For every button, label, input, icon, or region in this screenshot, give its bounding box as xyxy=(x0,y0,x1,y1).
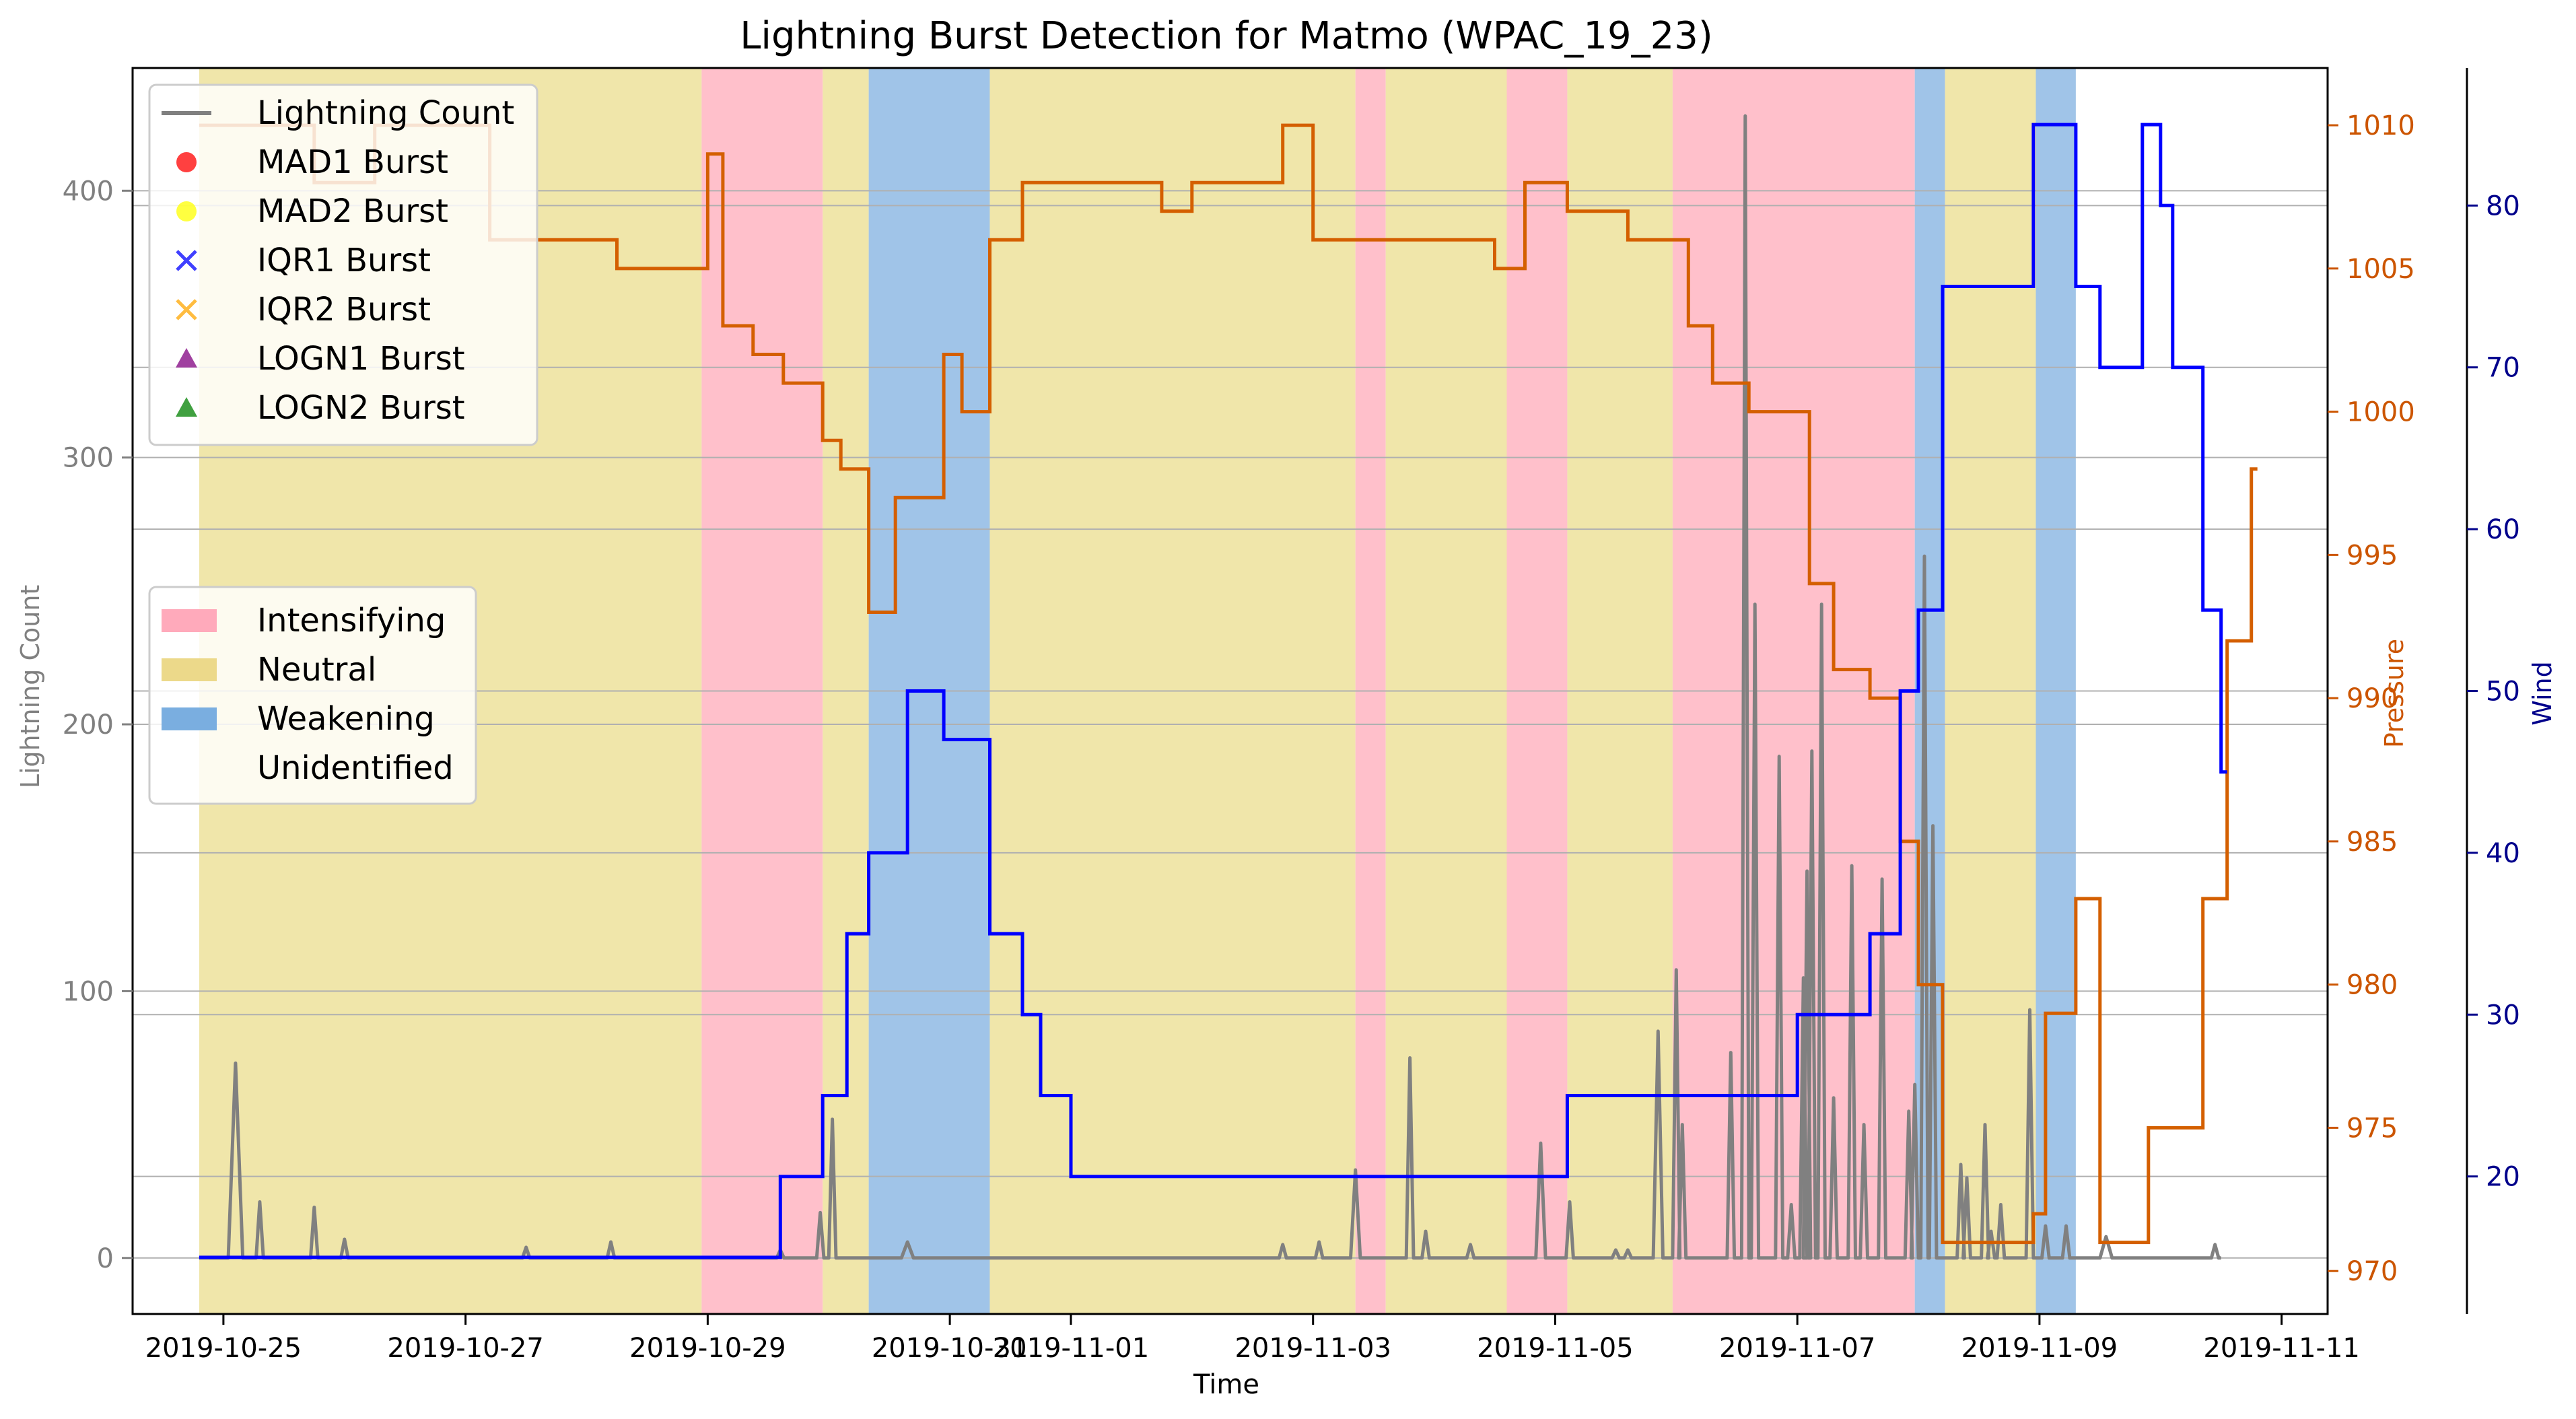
y-axis-label-lightning: Lightning Count xyxy=(15,585,45,789)
y-tick-label-left: 0 xyxy=(97,1243,114,1274)
y-tick-label-pressure: 985 xyxy=(2346,827,2398,858)
y-tick-label-left: 300 xyxy=(63,443,114,474)
y-tick-label-pressure: 1010 xyxy=(2346,110,2415,141)
legend-swatch-circle xyxy=(176,152,197,172)
y-tick-label-left: 200 xyxy=(63,710,114,740)
x-tick-label: 2019-10-29 xyxy=(629,1333,786,1364)
legend-swatch-triangle xyxy=(176,348,197,368)
y-tick-label-pressure: 980 xyxy=(2346,970,2398,1001)
series-lightning-count xyxy=(199,114,2221,1260)
y-tick-label-pressure: 1000 xyxy=(2346,397,2415,428)
x-tick-label: 2019-11-09 xyxy=(1961,1333,2118,1364)
y-tick-label-pressure: 1005 xyxy=(2346,254,2415,285)
x-tick-label: 2019-11-03 xyxy=(1234,1333,1391,1364)
legend-label: IQR2 Burst xyxy=(257,291,431,328)
y-tick-label-wind: 70 xyxy=(2486,353,2520,384)
legend-label: Unidentified xyxy=(257,749,454,787)
legend-label: LOGN1 Burst xyxy=(257,340,465,378)
legend-swatch-phase xyxy=(162,707,217,730)
legend-label: LOGN2 Burst xyxy=(257,389,465,427)
legend-label: Intensifying xyxy=(257,602,446,639)
legend-label: IQR1 Burst xyxy=(257,242,431,279)
series-wind xyxy=(199,123,2227,1259)
legend-phases xyxy=(148,586,477,805)
y-tick-label-wind: 30 xyxy=(2486,1000,2520,1031)
x-tick-label: 2019-10-31 xyxy=(872,1333,1028,1364)
legend-label: MAD1 Burst xyxy=(257,143,448,181)
legend-label: Neutral xyxy=(257,651,376,689)
legend-swatch-circle xyxy=(176,201,197,221)
y-tick-label-wind: 40 xyxy=(2486,838,2520,869)
x-tick-label: 2019-11-05 xyxy=(1477,1333,1633,1364)
chart-title: Lightning Burst Detection for Matmo (WPA… xyxy=(740,14,1713,58)
legend-bursts xyxy=(148,83,538,446)
x-axis-label: Time xyxy=(1193,1369,1259,1400)
legend-swatch-x xyxy=(176,299,197,320)
y-tick-label-wind: 50 xyxy=(2486,677,2520,707)
legend-label: Weakening xyxy=(257,700,435,738)
legend-swatch-triangle xyxy=(176,397,197,417)
y-tick-label-wind: 80 xyxy=(2486,191,2520,221)
y-tick-label-pressure: 970 xyxy=(2346,1256,2398,1287)
plot-frame xyxy=(131,67,2329,1315)
y-tick-label-left: 100 xyxy=(63,976,114,1007)
legend-label: Lightning Count xyxy=(257,94,514,132)
series-pressure xyxy=(199,123,2258,1245)
y-axis-label-pressure: Pressure xyxy=(2379,639,2409,748)
x-tick-label: 2019-11-01 xyxy=(993,1333,1149,1364)
y-tick-label-wind: 20 xyxy=(2486,1162,2520,1193)
y-tick-label-pressure: 975 xyxy=(2346,1113,2398,1144)
y-axis-label-wind: Wind xyxy=(2528,661,2557,726)
legend-label: MAD2 Burst xyxy=(257,193,448,230)
y-tick-label-pressure: 990 xyxy=(2346,683,2398,714)
y-tick-label-pressure: 995 xyxy=(2346,540,2398,571)
legend-swatch-x xyxy=(176,250,197,271)
x-tick-label: 2019-11-07 xyxy=(1719,1333,1875,1364)
x-tick-label: 2019-11-11 xyxy=(2203,1333,2359,1364)
y-tick-label-wind: 60 xyxy=(2486,514,2520,545)
x-tick-label: 2019-10-27 xyxy=(387,1333,543,1364)
legend-swatch-phase xyxy=(162,658,217,681)
x-tick-label: 2019-10-25 xyxy=(145,1333,302,1364)
legend-swatch-phase xyxy=(162,609,217,632)
y-tick-label-left: 400 xyxy=(63,176,114,207)
